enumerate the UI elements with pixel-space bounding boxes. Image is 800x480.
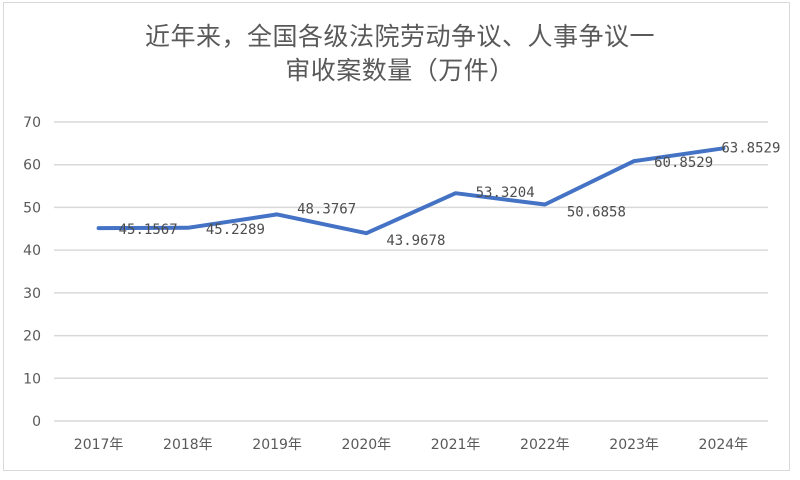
y-tick-label: 40 bbox=[23, 243, 41, 259]
y-tick-label: 30 bbox=[23, 286, 41, 302]
y-tick-label: 20 bbox=[23, 329, 41, 345]
series-line bbox=[96, 146, 726, 236]
data-labels: 45.1567 45.2289 48.3767 43.9678 53.3204 50.68… bbox=[119, 140, 781, 249]
x-tick-label: 2018年 bbox=[163, 437, 213, 453]
data-label: 43.9678 bbox=[386, 233, 445, 249]
data-label: 53.3204 bbox=[476, 185, 535, 201]
x-tick-label: 2017年 bbox=[74, 437, 124, 453]
data-label: 50.6858 bbox=[567, 204, 626, 220]
y-tick-label: 60 bbox=[23, 158, 41, 174]
y-tick-label: 10 bbox=[23, 371, 41, 387]
data-label: 48.3767 bbox=[297, 201, 356, 217]
data-label: 60.8529 bbox=[654, 155, 713, 171]
y-axis: 0 10 20 30 40 50 60 70 bbox=[23, 115, 41, 430]
x-tick-label: 2022年 bbox=[520, 437, 570, 453]
data-label: 45.1567 bbox=[119, 222, 178, 238]
y-tick-label: 50 bbox=[23, 200, 41, 216]
x-tick-label: 2021年 bbox=[431, 437, 481, 453]
y-tick-label: 70 bbox=[23, 115, 41, 131]
x-tick-label: 2023年 bbox=[609, 437, 659, 453]
y-tick-label: 0 bbox=[32, 414, 41, 430]
x-tick-label: 2019年 bbox=[252, 437, 302, 453]
chart-title-line-1: 近年来，全国各级法院劳动争议、人事争议一 bbox=[144, 22, 655, 51]
x-axis: 2017年 2018年 2019年 2020年 2021年 2022年 2023年 2024年 bbox=[74, 437, 748, 453]
x-tick-label: 2024年 bbox=[699, 437, 749, 453]
data-label: 63.8529 bbox=[721, 140, 780, 156]
x-tick-label: 2020年 bbox=[342, 437, 392, 453]
gridlines bbox=[54, 121, 768, 422]
data-label: 45.2289 bbox=[206, 222, 265, 238]
chart-title: 近年来，全国各级法院劳动争议、人事争议一 审收案数量（万件） bbox=[0, 20, 800, 88]
chart-title-line-2: 审收案数量（万件） bbox=[285, 56, 515, 85]
chart-frame bbox=[3, 2, 790, 471]
